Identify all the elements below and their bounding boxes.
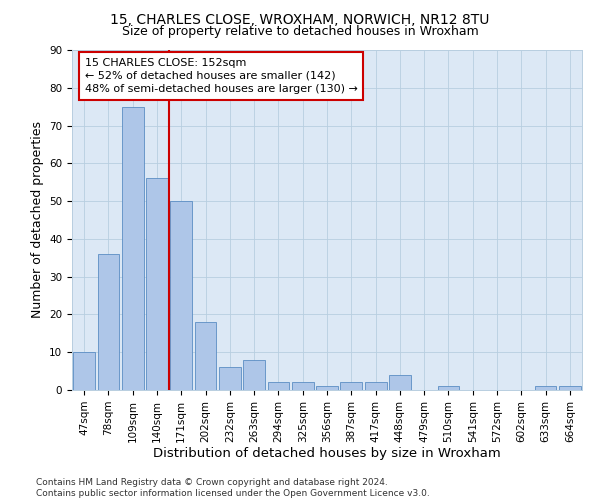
Text: 15 CHARLES CLOSE: 152sqm
← 52% of detached houses are smaller (142)
48% of semi-: 15 CHARLES CLOSE: 152sqm ← 52% of detach… [85,58,358,94]
Bar [170,201,192,390]
Bar [243,360,265,390]
X-axis label: Distribution of detached houses by size in Wroxham: Distribution of detached houses by size … [153,448,501,460]
Bar [97,254,119,390]
Text: Size of property relative to detached houses in Wroxham: Size of property relative to detached ho… [122,25,478,38]
Bar [194,322,217,390]
Bar [389,375,411,390]
Bar [535,386,556,390]
Bar [122,106,143,390]
Bar [292,382,314,390]
Bar [559,386,581,390]
Text: 15, CHARLES CLOSE, WROXHAM, NORWICH, NR12 8TU: 15, CHARLES CLOSE, WROXHAM, NORWICH, NR1… [110,12,490,26]
Bar [316,386,338,390]
Bar [219,368,241,390]
Bar [73,352,95,390]
Y-axis label: Number of detached properties: Number of detached properties [31,122,44,318]
Bar [365,382,386,390]
Bar [340,382,362,390]
Text: Contains HM Land Registry data © Crown copyright and database right 2024.
Contai: Contains HM Land Registry data © Crown c… [36,478,430,498]
Bar [437,386,460,390]
Bar [146,178,168,390]
Bar [268,382,289,390]
